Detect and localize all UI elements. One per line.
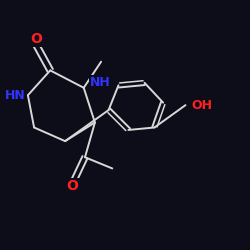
Text: O: O (67, 179, 78, 193)
Text: OH: OH (192, 99, 213, 112)
Text: HN: HN (5, 89, 25, 102)
Text: NH: NH (90, 76, 111, 89)
Text: O: O (31, 32, 42, 46)
